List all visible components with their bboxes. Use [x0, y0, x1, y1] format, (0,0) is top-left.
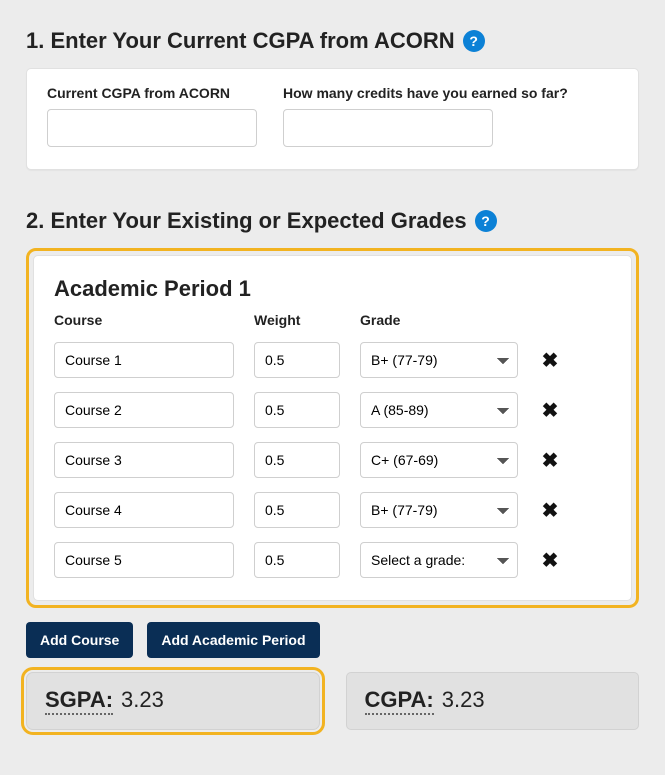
course-input[interactable]	[54, 492, 234, 528]
remove-icon[interactable]: ✖	[538, 498, 562, 522]
help-icon[interactable]: ?	[475, 210, 497, 232]
weight-input[interactable]	[254, 392, 340, 428]
section1-card: Current CGPA from ACORN How many credits…	[26, 68, 639, 170]
col-course: Course	[54, 312, 234, 328]
section1-row: Current CGPA from ACORN How many credits…	[47, 85, 618, 147]
section2-heading: 2. Enter Your Existing or Expected Grade…	[26, 208, 639, 234]
cgpa-label: Current CGPA from ACORN	[47, 85, 257, 101]
cgpa-box: CGPA: 3.23	[346, 672, 640, 730]
button-row: Add Course Add Academic Period	[26, 622, 639, 658]
course-input[interactable]	[54, 342, 234, 378]
remove-icon[interactable]: ✖	[538, 398, 562, 422]
sgpa-label: SGPA:	[45, 687, 113, 715]
weight-input[interactable]	[254, 442, 340, 478]
section2-heading-text: 2. Enter Your Existing or Expected Grade…	[26, 208, 467, 234]
grade-select[interactable]: B+ (77-79)	[360, 342, 518, 378]
period-title: Academic Period 1	[54, 276, 611, 302]
help-icon[interactable]: ?	[463, 30, 485, 52]
course-input[interactable]	[54, 542, 234, 578]
col-weight: Weight	[254, 312, 340, 328]
cgpa-result-label: CGPA:	[365, 687, 434, 715]
weight-input[interactable]	[254, 542, 340, 578]
grade-select[interactable]: A (85-89)	[360, 392, 518, 428]
course-input[interactable]	[54, 392, 234, 428]
grade-select[interactable]: B+ (77-79)	[360, 492, 518, 528]
period-highlight-frame: Academic Period 1 Course Weight Grade B+…	[26, 248, 639, 608]
remove-icon[interactable]: ✖	[538, 348, 562, 372]
cgpa-input[interactable]	[47, 109, 257, 147]
col-grade: Grade	[360, 312, 518, 328]
remove-icon[interactable]: ✖	[538, 548, 562, 572]
weight-input[interactable]	[254, 492, 340, 528]
weight-input[interactable]	[254, 342, 340, 378]
grade-grid: Course Weight Grade B+ (77-79) ✖ A (85-89)…	[54, 312, 611, 578]
results-row: SGPA: 3.23 CGPA: 3.23	[26, 672, 639, 730]
grade-select[interactable]: Select a grade:	[360, 542, 518, 578]
cgpa-result-value: 3.23	[442, 687, 485, 713]
remove-icon[interactable]: ✖	[538, 448, 562, 472]
add-period-button[interactable]: Add Academic Period	[147, 622, 319, 658]
credits-input[interactable]	[283, 109, 493, 147]
sgpa-box: SGPA: 3.23	[26, 672, 320, 730]
sgpa-value: 3.23	[121, 687, 164, 713]
period-card: Academic Period 1 Course Weight Grade B+…	[33, 255, 632, 601]
grade-select[interactable]: C+ (67-69)	[360, 442, 518, 478]
section1-heading-text: 1. Enter Your Current CGPA from ACORN	[26, 28, 455, 54]
credits-field: How many credits have you earned so far?	[283, 85, 568, 147]
course-input[interactable]	[54, 442, 234, 478]
section1-heading: 1. Enter Your Current CGPA from ACORN ?	[26, 28, 639, 54]
add-course-button[interactable]: Add Course	[26, 622, 133, 658]
cgpa-field: Current CGPA from ACORN	[47, 85, 257, 147]
page-root: 1. Enter Your Current CGPA from ACORN ? …	[0, 0, 665, 760]
credits-label: How many credits have you earned so far?	[283, 85, 568, 101]
